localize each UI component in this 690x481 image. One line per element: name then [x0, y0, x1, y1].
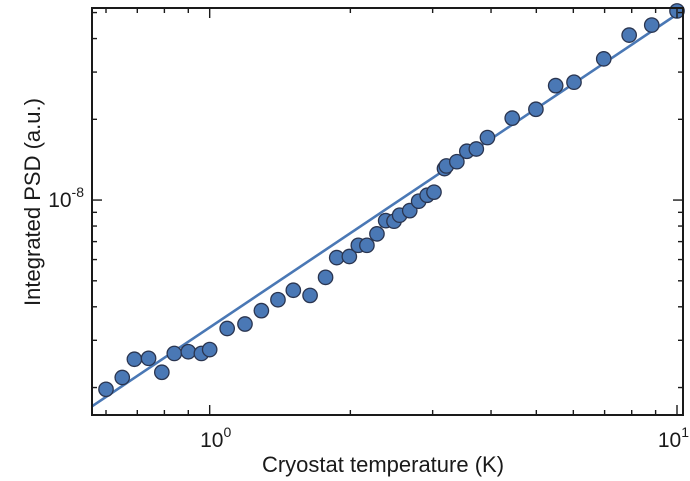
- data-point: [237, 316, 253, 332]
- data-point: [140, 350, 157, 367]
- y-tick-label-exponent: -8: [72, 184, 85, 200]
- x-tick-label-base: 10: [200, 429, 223, 452]
- data-point: [528, 101, 544, 118]
- data-point: [98, 381, 114, 398]
- plot-frame: [91, 7, 684, 416]
- data-point: [566, 74, 582, 91]
- data-point: [359, 237, 375, 254]
- data-point: [621, 27, 638, 43]
- x-tick-label-base: 10: [658, 429, 681, 452]
- data-point: [180, 343, 197, 360]
- data-point: [270, 291, 286, 308]
- data-point: [504, 110, 521, 126]
- data-point: [643, 17, 660, 33]
- data-point: [153, 364, 170, 381]
- data-point: [302, 287, 318, 304]
- data-point: [166, 345, 183, 362]
- data-points: [98, 3, 685, 398]
- data-point: [449, 153, 465, 170]
- data-point: [369, 226, 385, 242]
- plot-area: [92, 9, 683, 408]
- data-point: [253, 302, 270, 319]
- fit-line: [92, 9, 683, 408]
- data-point: [126, 351, 143, 368]
- data-point: [317, 269, 334, 286]
- data-point: [479, 129, 496, 146]
- data-point: [401, 202, 418, 219]
- data-point: [547, 77, 564, 94]
- data-point: [426, 184, 442, 201]
- x-tick-label-exponent: 1: [681, 424, 689, 440]
- data-point: [285, 282, 302, 299]
- y-tick-label: 10-8: [48, 184, 84, 212]
- x-tick-label-exponent: 0: [223, 424, 231, 440]
- data-point: [219, 320, 236, 337]
- x-tick-label: 100: [200, 424, 231, 452]
- y-axis-label: Integrated PSD (a.u.): [20, 98, 45, 306]
- y-tick-label-base: 10: [48, 189, 71, 212]
- data-point: [595, 51, 612, 67]
- x-tick-label: 101: [658, 424, 689, 452]
- data-point: [114, 369, 131, 386]
- data-point: [201, 341, 218, 358]
- data-point: [341, 248, 358, 265]
- data-point: [468, 141, 485, 157]
- x-axis-label: Cryostat temperature (K): [262, 452, 504, 477]
